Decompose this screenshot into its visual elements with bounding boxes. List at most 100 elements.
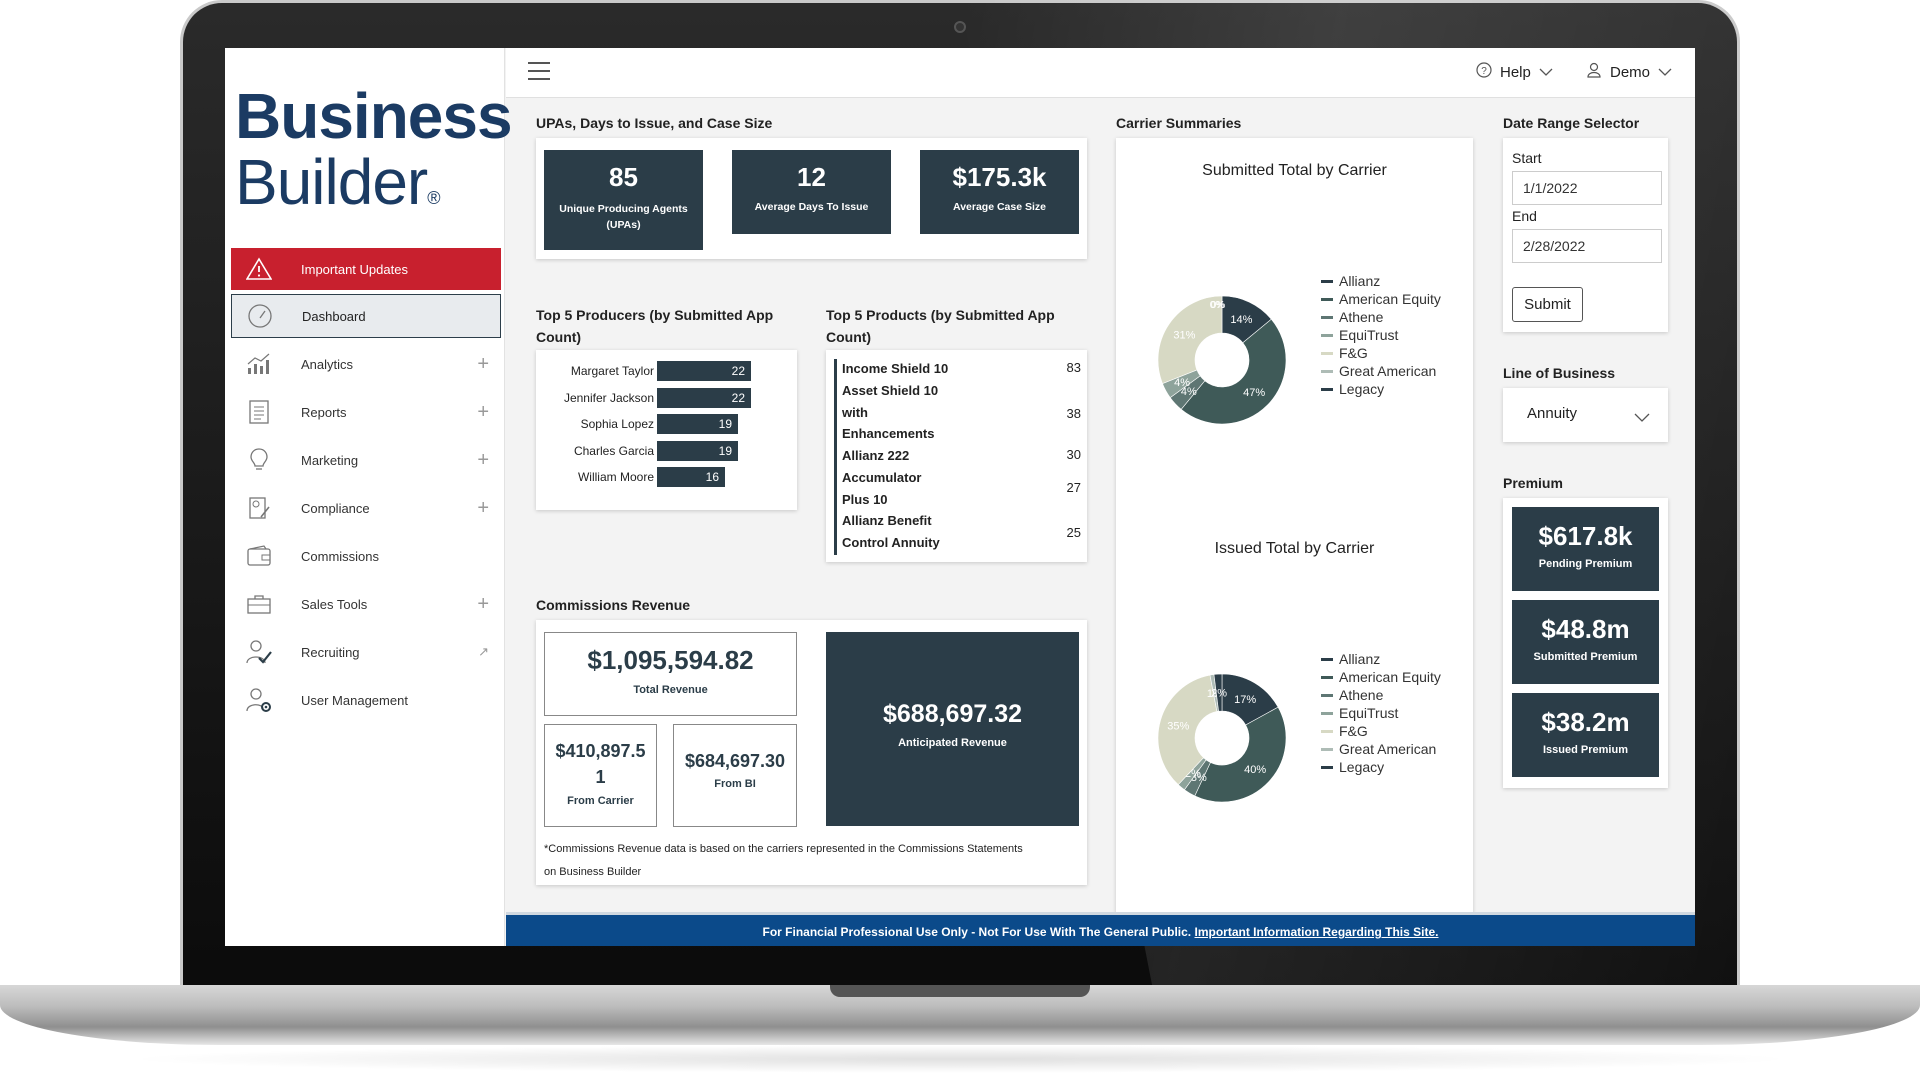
commissions-footnote: *Commissions Revenue data is based on th… xyxy=(544,838,1084,884)
product-count: 30 xyxy=(1066,447,1081,462)
anticipated-revenue-value: $688,697.32 xyxy=(882,700,1023,728)
donut-slice-label: 35% xyxy=(1167,720,1189,732)
submitted-premium-value: $48.8m xyxy=(1541,614,1630,644)
producer-name: William Moore xyxy=(577,470,654,484)
issued-premium-tile: $38.2m Issued Premium xyxy=(1512,693,1659,777)
laptop-notch xyxy=(830,985,1090,997)
legend-item[interactable]: F&G xyxy=(1321,344,1441,362)
legend-item[interactable]: American Equity xyxy=(1321,290,1441,308)
sidebar-item-reports[interactable]: Reports + xyxy=(231,390,501,434)
donut-slice-label: 0% xyxy=(1210,300,1225,311)
legend-item[interactable]: EquiTrust xyxy=(1321,326,1441,344)
sidebar-item-compliance[interactable]: Compliance + xyxy=(231,486,501,530)
from-carrier-label: From Carrier xyxy=(567,795,634,807)
donut-slice-label: 4% xyxy=(1174,377,1190,389)
expand-plus-icon[interactable]: + xyxy=(477,449,489,471)
legend-swatch xyxy=(1321,387,1333,391)
legend-swatch xyxy=(1321,765,1333,769)
producers-card: Margaret Taylor 22 Jennifer Jackson 22 Sophi… xyxy=(536,350,797,510)
producers-section-title: Top 5 Producers (by Submitted App Count) xyxy=(536,307,774,345)
speedometer-icon xyxy=(246,302,274,330)
camera xyxy=(954,21,966,33)
sidebar-item-analytics[interactable]: Analytics + xyxy=(231,342,501,386)
expand-plus-icon[interactable]: + xyxy=(477,353,489,375)
donut-slice-f-g[interactable] xyxy=(1157,295,1223,384)
legend-item[interactable]: Legacy xyxy=(1321,380,1441,398)
sidebar-item-dashboard[interactable]: Dashboard xyxy=(231,294,501,338)
legend-label: F&G xyxy=(1339,723,1368,739)
donut-slice-american-equity[interactable] xyxy=(1194,706,1287,803)
legend-item[interactable]: Great American xyxy=(1321,362,1441,380)
end-date-input[interactable] xyxy=(1512,229,1662,263)
legend-swatch xyxy=(1321,315,1333,319)
chevron-down-icon xyxy=(1539,64,1553,81)
external-link-icon[interactable]: ↗ xyxy=(478,644,489,659)
legend-item[interactable]: Allianz xyxy=(1321,272,1441,290)
date-range-card: Start End Submit xyxy=(1503,138,1668,332)
total-revenue-value: $1,095,594.82 xyxy=(587,645,754,675)
legend-item[interactable]: Great American xyxy=(1321,740,1441,758)
sidebar-item-commissions[interactable]: Commissions xyxy=(231,534,501,578)
svg-text:?: ? xyxy=(1481,66,1487,77)
expand-plus-icon[interactable]: + xyxy=(477,401,489,423)
sidebar-item-label: Dashboard xyxy=(302,308,366,324)
donut-slice-legacy[interactable] xyxy=(1213,673,1223,712)
sidebar-item-user-management[interactable]: User Management xyxy=(231,678,501,722)
sidebar-item-label: Reports xyxy=(301,404,347,420)
commissions-section-title: Commissions Revenue xyxy=(536,597,691,613)
start-date-input[interactable] xyxy=(1512,171,1662,205)
expand-plus-icon[interactable]: + xyxy=(477,593,489,615)
producer-bar xyxy=(657,467,725,487)
legend-item[interactable]: EquiTrust xyxy=(1321,704,1441,722)
expand-plus-icon[interactable]: + xyxy=(477,497,489,519)
submitted-premium-label: Submitted Premium xyxy=(1533,651,1638,663)
sidebar-item-label: Commissions xyxy=(301,548,380,564)
user-menu[interactable]: Demo xyxy=(1586,62,1672,82)
submitted-legend: Allianz American Equity Athene EquiTrust F&G… xyxy=(1321,272,1441,398)
donut-slice-f-g[interactable] xyxy=(1157,674,1218,786)
commissions-footnote-line1: *Commissions Revenue data is based on th… xyxy=(544,843,1023,855)
legend-swatch xyxy=(1321,729,1333,733)
donut-slice-american-equity[interactable] xyxy=(1180,318,1287,425)
pending-premium-tile: $617.8k Pending Premium xyxy=(1512,507,1659,591)
submit-button[interactable]: Submit xyxy=(1512,287,1583,322)
important-information-link[interactable]: Important Information Regarding This Sit… xyxy=(1194,925,1439,939)
legend-item[interactable]: Athene xyxy=(1321,308,1441,326)
legend-swatch xyxy=(1321,711,1333,715)
donut-slice-label: 17% xyxy=(1234,694,1256,706)
help-menu[interactable]: ? Help xyxy=(1476,62,1553,82)
sidebar-item-label: User Management xyxy=(301,692,408,708)
legend-item[interactable]: F&G xyxy=(1321,722,1441,740)
days-to-issue-value: 12 xyxy=(797,162,826,192)
line-of-business-select[interactable]: Annuity xyxy=(1503,388,1668,442)
legend-item[interactable]: Legacy xyxy=(1321,758,1441,776)
product-count: 83 xyxy=(1066,360,1081,375)
products-card: Income Shield 10 83 Asset Shield 10 with… xyxy=(826,350,1087,562)
legend-swatch xyxy=(1321,333,1333,337)
case-size-tile: $175.3k Average Case Size xyxy=(920,150,1079,234)
legend-item[interactable]: Athene xyxy=(1321,686,1441,704)
product-name: Allianz 222 xyxy=(842,448,910,463)
user-icon xyxy=(1586,62,1602,82)
upas-section-title: UPAs, Days to Issue, and Case Size xyxy=(536,115,773,131)
sidebar-item-sales-tools[interactable]: Sales Tools + xyxy=(231,582,501,626)
legend-item[interactable]: Allianz xyxy=(1321,650,1441,668)
days-to-issue-label: Average Days To Issue xyxy=(754,201,869,213)
producer-bar xyxy=(657,361,751,381)
case-size-label: Average Case Size xyxy=(953,201,1046,213)
products-section-title: Top 5 Products (by Submitted App Count) xyxy=(826,307,1055,345)
issued-legend: Allianz American Equity Athene EquiTrust F&G… xyxy=(1321,650,1441,776)
sidebar-item-marketing[interactable]: Marketing + xyxy=(231,438,501,482)
producer-name: Charles Garcia xyxy=(573,443,654,458)
sidebar-item-recruiting[interactable]: Recruiting ↗ xyxy=(231,630,501,674)
sidebar-item-important-updates[interactable]: Important Updates xyxy=(231,248,501,290)
hamburger-menu-icon[interactable] xyxy=(528,62,550,82)
legend-item[interactable]: American Equity xyxy=(1321,668,1441,686)
producer-value: 22 xyxy=(731,364,745,378)
logo-registered-mark: ® xyxy=(427,188,440,208)
footer-disclaimer: For Financial Professional Use Only - No… xyxy=(762,925,1192,939)
logo-word-business: Business xyxy=(235,80,513,152)
upas-tile: 85 Unique Producing Agents (UPAs) xyxy=(544,150,703,250)
product-count: 27 xyxy=(1066,480,1081,495)
sidebar-item-label: Compliance xyxy=(301,500,370,516)
